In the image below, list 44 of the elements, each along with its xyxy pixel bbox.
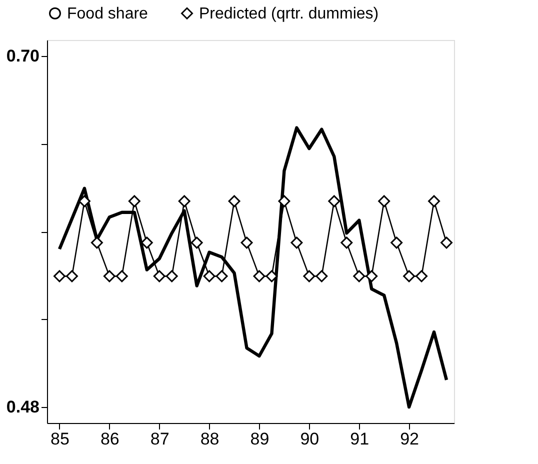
point bbox=[428, 195, 440, 208]
x-tick-label: 85 bbox=[50, 430, 70, 448]
point bbox=[140, 236, 153, 249]
point bbox=[278, 195, 290, 208]
point bbox=[416, 270, 428, 282]
point bbox=[353, 270, 366, 282]
x-tick-label: 90 bbox=[300, 430, 320, 448]
point bbox=[116, 270, 128, 282]
point bbox=[378, 195, 390, 208]
point bbox=[66, 270, 78, 282]
point bbox=[166, 270, 178, 282]
point bbox=[390, 236, 403, 249]
point bbox=[266, 270, 278, 282]
point bbox=[90, 236, 103, 249]
point bbox=[316, 270, 328, 282]
x-tick-label: 86 bbox=[100, 430, 120, 448]
point bbox=[216, 270, 228, 282]
x-tick-label: 88 bbox=[200, 430, 220, 448]
x-tick-label: 92 bbox=[400, 430, 420, 448]
point bbox=[103, 270, 116, 282]
point bbox=[403, 270, 416, 282]
point bbox=[228, 195, 240, 208]
point bbox=[203, 270, 216, 282]
point bbox=[340, 236, 353, 249]
y-tick-label: 0.70 bbox=[6, 46, 40, 66]
point bbox=[53, 270, 66, 282]
point bbox=[153, 270, 166, 282]
point bbox=[190, 236, 203, 249]
x-tick-label: 91 bbox=[350, 430, 370, 448]
y-tick-label: 0.48 bbox=[6, 398, 40, 417]
legend-label: Food share bbox=[67, 5, 148, 22]
point bbox=[303, 270, 316, 282]
x-tick-label: 87 bbox=[150, 430, 170, 448]
point bbox=[178, 195, 190, 208]
point bbox=[366, 270, 378, 282]
point bbox=[290, 236, 303, 249]
x-tick-label: 89 bbox=[250, 430, 270, 448]
point bbox=[253, 270, 266, 282]
line-series bbox=[58, 126, 448, 409]
point bbox=[328, 195, 340, 208]
legend-label: Predicted (qrtr. dummies) bbox=[199, 5, 379, 22]
point bbox=[240, 236, 253, 249]
point bbox=[128, 195, 140, 208]
point bbox=[440, 236, 453, 249]
